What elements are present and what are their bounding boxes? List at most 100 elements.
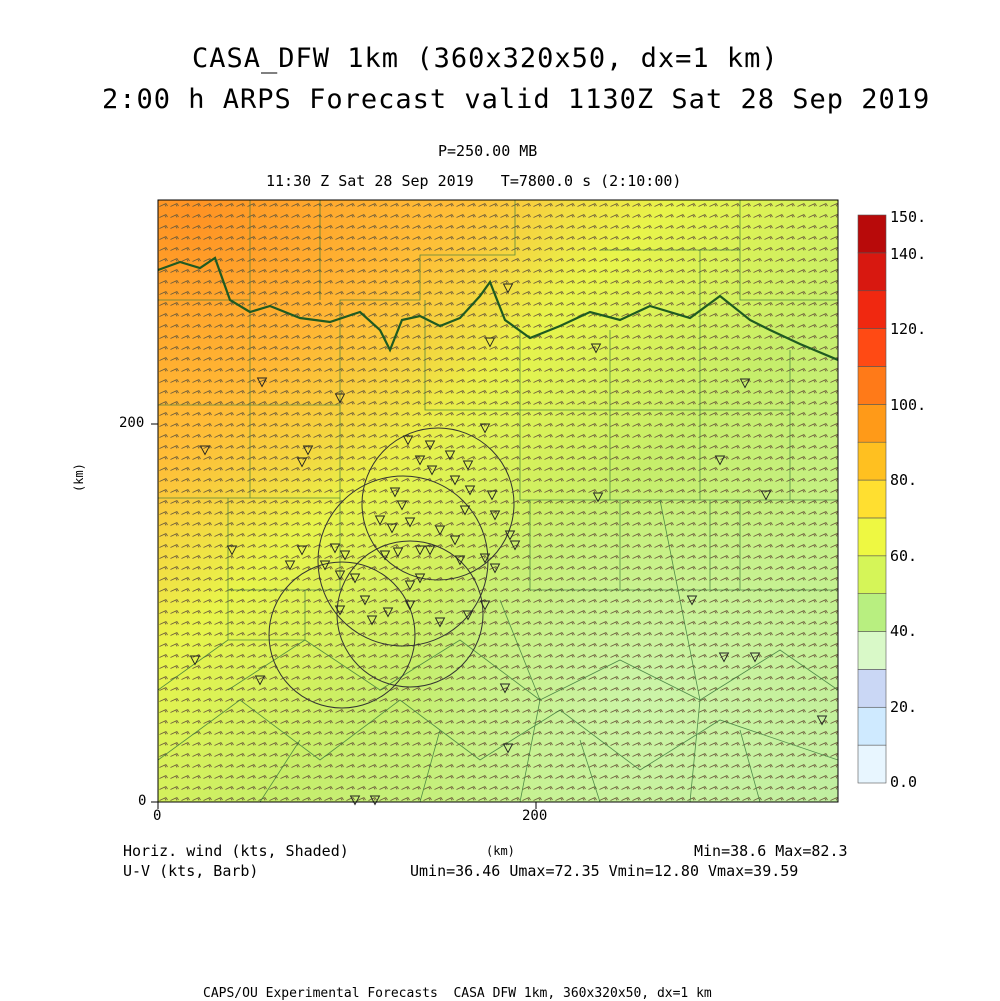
station-marker	[386, 523, 398, 534]
station-marker	[302, 445, 314, 456]
station-marker	[189, 655, 201, 666]
colorbar-label: 40.	[890, 622, 918, 640]
station-marker	[714, 455, 726, 466]
colorbar-swatch	[857, 744, 887, 784]
station-marker	[426, 465, 438, 476]
colorbar-label: 100.	[890, 396, 927, 414]
axis-ticks	[151, 423, 537, 809]
station-marker	[486, 490, 498, 501]
x-axis-label: (km)	[486, 844, 515, 858]
station-marker	[444, 450, 456, 461]
station-marker	[462, 460, 474, 471]
state-boundary	[158, 256, 838, 362]
colorbar-label: 80.	[890, 471, 918, 489]
station-marker	[749, 652, 761, 663]
station-marker	[718, 652, 730, 663]
title-line-1: CASA_DFW 1km (360x320x50, dx=1 km)	[192, 43, 779, 74]
station-marker	[454, 555, 466, 566]
station-marker	[459, 505, 471, 516]
station-marker	[404, 517, 416, 528]
colorbar-label: 60.	[890, 547, 918, 565]
station-marker	[256, 377, 268, 388]
colorbar	[857, 214, 887, 784]
station-marker	[590, 343, 602, 354]
station-marker	[404, 580, 416, 591]
station-marker	[414, 455, 426, 466]
station-marker	[319, 560, 331, 571]
station-marker	[254, 675, 266, 686]
shaded-field-label: Horiz. wind (kts, Shaded)	[123, 842, 349, 860]
colorbar-label: 0.0	[890, 773, 918, 791]
station-marker	[389, 487, 401, 498]
colorbar-swatch	[857, 593, 887, 632]
station-marker	[296, 457, 308, 468]
y-tick-0: 0	[138, 793, 147, 809]
y-tick-200: 200	[119, 415, 145, 431]
station-marker	[284, 560, 296, 571]
station-marker	[504, 530, 516, 541]
station-marker	[296, 545, 308, 556]
station-marker	[760, 490, 772, 501]
station-marker	[499, 683, 511, 694]
station-marker	[366, 615, 378, 626]
station-marker	[334, 393, 346, 404]
station-markers	[189, 283, 828, 806]
station-marker	[414, 573, 426, 584]
colorbar-label: 150.	[890, 208, 927, 226]
station-marker	[382, 607, 394, 618]
colorbar-label: 140.	[890, 245, 927, 263]
station-marker	[489, 563, 501, 574]
colorbar-swatch	[857, 479, 887, 519]
colorbar-label: 120.	[890, 320, 927, 338]
station-marker	[329, 543, 341, 554]
station-marker	[199, 445, 211, 456]
x-tick-200: 200	[522, 808, 548, 824]
station-marker	[396, 500, 408, 511]
colorbar-swatch	[857, 214, 887, 254]
station-marker	[509, 540, 521, 551]
wind-barbs	[158, 200, 838, 802]
colorbar-swatch	[857, 328, 887, 367]
station-marker	[592, 492, 604, 503]
title-line-2: 2:00 h ARPS Forecast valid 1130Z Sat 28 …	[102, 84, 931, 115]
station-marker	[392, 547, 404, 558]
station-marker	[359, 595, 371, 606]
barb-field-label: U-V (kts, Barb)	[123, 862, 259, 880]
station-marker	[449, 475, 461, 486]
colorbar-swatch	[857, 366, 887, 405]
station-marker	[502, 743, 514, 754]
colorbar-swatch	[857, 631, 887, 670]
station-marker	[334, 570, 346, 581]
plot-frame	[157, 199, 839, 803]
uv-statistics: Umin=36.46 Umax=72.35 Vmin=12.80 Vmax=39…	[410, 862, 799, 880]
station-marker	[449, 535, 461, 546]
station-marker	[424, 545, 436, 556]
colorbar-swatch	[857, 290, 887, 329]
station-marker	[484, 337, 496, 348]
station-marker	[464, 485, 476, 496]
station-marker	[816, 715, 828, 726]
station-marker	[414, 545, 426, 556]
station-marker	[226, 545, 238, 556]
footer-credit: CAPS/OU Experimental Forecasts CASA DFW …	[203, 986, 712, 1001]
station-marker	[424, 440, 436, 451]
station-marker	[349, 573, 361, 584]
station-marker	[739, 378, 751, 389]
station-marker	[339, 550, 351, 561]
pressure-level: P=250.00 MB	[438, 142, 538, 160]
valid-time-line: 11:30 Z Sat 28 Sep 2019 T=7800.0 s (2:10…	[266, 172, 682, 190]
station-marker	[374, 515, 386, 526]
colorbar-swatch	[857, 252, 887, 292]
radar-range-rings	[268, 427, 515, 709]
county-boundaries	[158, 200, 838, 802]
colorbar-swatch	[857, 555, 887, 594]
colorbar-swatch	[857, 517, 887, 557]
station-marker	[479, 600, 491, 611]
station-marker	[686, 595, 698, 606]
colorbar-label: 20.	[890, 698, 918, 716]
station-marker	[434, 617, 446, 628]
colorbar-swatch	[857, 669, 887, 708]
min-max-values: Min=38.6 Max=82.3	[694, 842, 848, 860]
station-marker	[479, 423, 491, 434]
